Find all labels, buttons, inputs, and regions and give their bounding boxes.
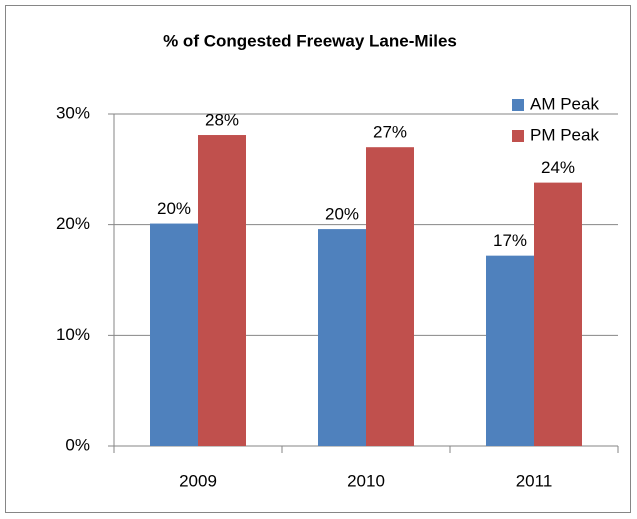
x-tick-label: 2010 bbox=[347, 471, 385, 490]
bar bbox=[318, 229, 366, 446]
value-label: 17% bbox=[493, 231, 527, 250]
value-label: 20% bbox=[325, 205, 359, 224]
legend-swatch bbox=[512, 99, 524, 111]
bar bbox=[486, 255, 534, 446]
y-tick-label: 20% bbox=[56, 214, 90, 233]
y-tick-label: 10% bbox=[56, 325, 90, 344]
legend-label: PM Peak bbox=[530, 125, 599, 144]
x-tick-label: 2011 bbox=[516, 471, 553, 490]
bar bbox=[366, 147, 414, 446]
value-label: 20% bbox=[157, 199, 191, 218]
legend-swatch bbox=[512, 130, 524, 142]
value-label: 28% bbox=[205, 111, 239, 130]
chart-title: % of Congested Freeway Lane-Miles bbox=[163, 31, 457, 50]
value-label: 24% bbox=[541, 158, 575, 177]
x-tick-label: 2009 bbox=[179, 471, 217, 490]
bar bbox=[534, 182, 582, 446]
legend-label: AM Peak bbox=[530, 94, 599, 113]
bar bbox=[150, 223, 198, 446]
y-tick-label: 30% bbox=[56, 103, 90, 122]
bar bbox=[198, 135, 246, 446]
value-label: 27% bbox=[373, 123, 407, 142]
y-tick-label: 0% bbox=[65, 435, 90, 454]
